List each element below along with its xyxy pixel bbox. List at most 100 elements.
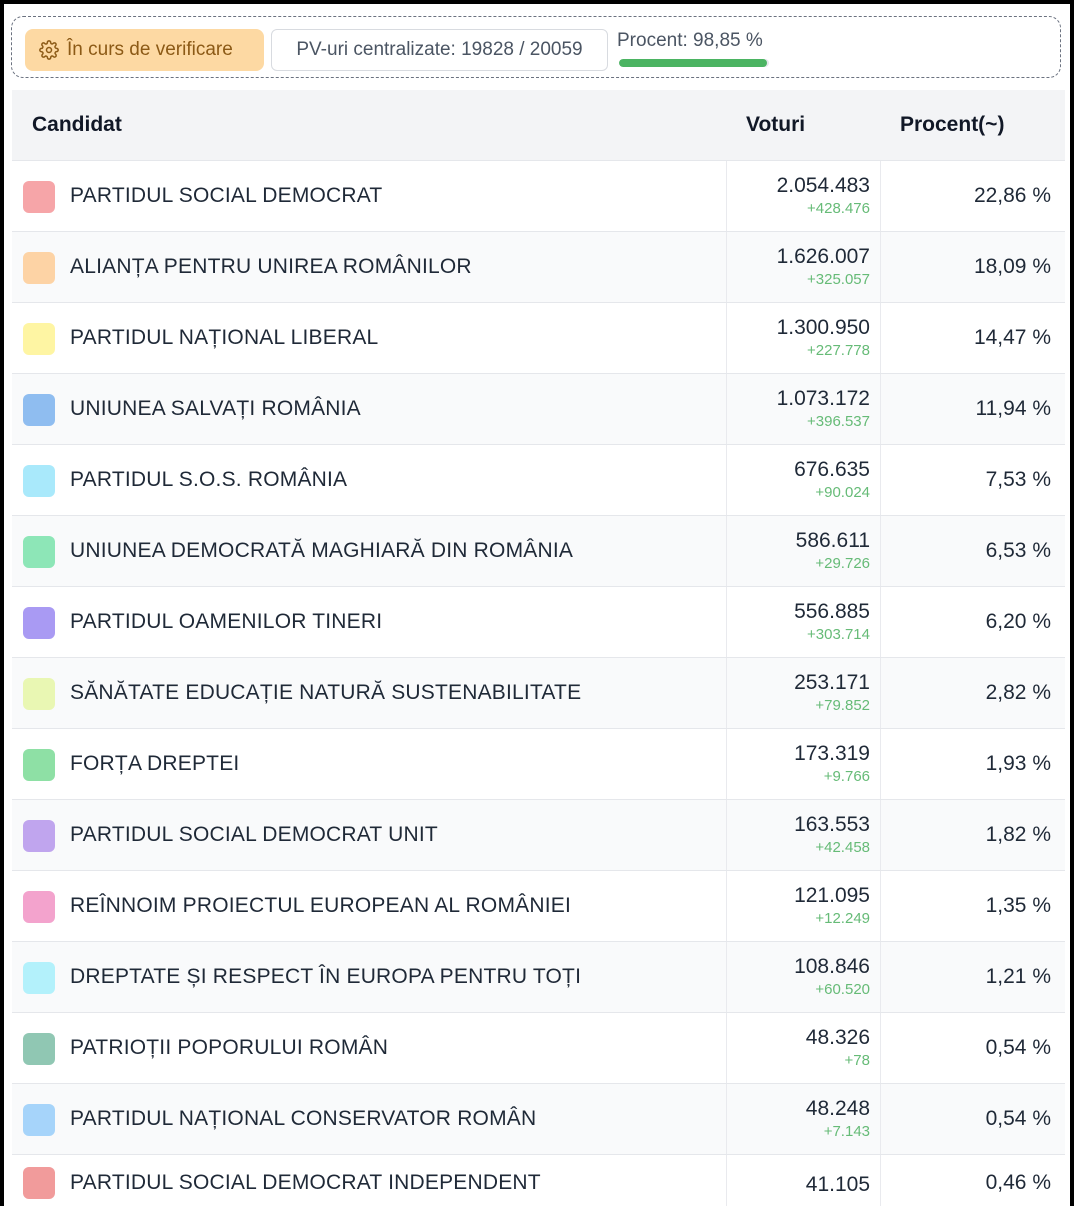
vote-percent: 11,94 % (975, 397, 1052, 420)
progress-track (619, 59, 769, 67)
column-divider (726, 1084, 727, 1154)
vote-delta: +90.024 (815, 484, 870, 501)
header-candidate: Candidat (32, 113, 122, 136)
column-divider (880, 445, 881, 515)
count-status-bar: În curs de verificare PV-uri centralizat… (11, 16, 1061, 78)
vote-percent: 2,82 % (985, 681, 1051, 704)
table-row: PARTIDUL NAȚIONAL LIBERAL 1.300.950 +227.7… (12, 303, 1065, 374)
vote-count: 1.073.172 (776, 387, 870, 410)
vote-percent: 1,93 % (985, 752, 1051, 775)
results-page: În curs de verificare PV-uri centralizat… (4, 4, 1070, 1206)
table-row: PARTIDUL SOCIAL DEMOCRAT UNIT 163.553 +42.… (12, 800, 1065, 871)
table-row: PARTIDUL NAȚIONAL CONSERVATOR ROMÂN 48.24… (12, 1084, 1065, 1155)
vote-delta: +29.726 (815, 555, 870, 572)
vote-percent: 18,09 % (973, 255, 1051, 278)
vote-percent: 14,47 % (973, 326, 1051, 349)
column-divider (880, 1013, 881, 1083)
column-divider (726, 445, 727, 515)
party-name: PARTIDUL OAMENILOR TINERI (70, 610, 383, 633)
party-color-swatch (23, 607, 55, 639)
party-color-swatch (23, 820, 55, 852)
vote-percent: 6,20 % (985, 610, 1051, 633)
vote-percent: 0,54 % (985, 1107, 1051, 1130)
column-divider (726, 871, 727, 941)
vote-delta: +428.476 (807, 200, 870, 217)
verification-status-badge: În curs de verificare (25, 29, 264, 71)
party-name: REÎNNOIM PROIECTUL EUROPEAN AL ROMÂNIEI (70, 894, 571, 917)
column-divider (880, 516, 881, 586)
vote-delta: +60.520 (815, 981, 870, 998)
results-table: Candidat Voturi Procent(~) PARTIDUL SOCI… (12, 90, 1065, 1206)
column-divider (726, 516, 727, 586)
vote-delta: +325.057 (807, 271, 870, 288)
vote-delta: +78 (844, 1052, 870, 1069)
table-body: PARTIDUL SOCIAL DEMOCRAT 2.054.483 +428.47… (12, 161, 1065, 1206)
party-color-swatch (23, 962, 55, 994)
party-color-swatch (23, 323, 55, 355)
vote-count: 173.319 (794, 742, 870, 765)
vote-count: 2.054.483 (776, 174, 870, 197)
party-color-swatch (23, 394, 55, 426)
column-divider (880, 161, 881, 231)
vote-delta: +396.537 (807, 413, 870, 430)
column-divider (880, 729, 881, 799)
header-votes: Voturi (746, 113, 806, 136)
column-divider (726, 729, 727, 799)
column-divider (726, 1155, 727, 1206)
vote-count: 556.885 (794, 600, 870, 623)
party-color-swatch (23, 749, 55, 781)
table-row: UNIUNEA SALVAȚI ROMÂNIA 1.073.172 +396.537… (12, 374, 1065, 445)
table-row: PARTIDUL S.O.S. ROMÂNIA 676.635 +90.024 7,5… (12, 445, 1065, 516)
vote-count: 48.326 (805, 1026, 870, 1049)
column-divider (880, 1155, 881, 1206)
table-header: Candidat Voturi Procent(~) (12, 90, 1065, 161)
table-row: PATRIOȚII POPORULUI ROMÂN 48.326 +78 0,54 % (12, 1013, 1065, 1084)
vote-count: 1.626.007 (776, 245, 870, 268)
table-row: FORȚA DREPTEI 173.319 +9.766 1,93 % (12, 729, 1065, 800)
vote-count: 1.300.950 (776, 316, 870, 339)
column-divider (880, 303, 881, 373)
table-row: PARTIDUL OAMENILOR TINERI 556.885 +303.714… (12, 587, 1065, 658)
column-divider (880, 800, 881, 870)
table-row: PARTIDUL SOCIAL DEMOCRAT 2.054.483 +428.47… (12, 161, 1065, 232)
party-color-swatch (23, 181, 55, 213)
party-color-swatch (23, 252, 55, 284)
column-divider (726, 232, 727, 302)
vote-delta: +42.458 (815, 839, 870, 856)
column-divider (880, 871, 881, 941)
column-divider (880, 942, 881, 1012)
vote-delta: +303.714 (807, 626, 870, 643)
column-divider (726, 161, 727, 231)
party-name: UNIUNEA DEMOCRATĂ MAGHIARĂ DIN ROMÂNIA (70, 539, 574, 562)
procent-label: Procent: 98,85 % (617, 30, 763, 51)
gear-icon (39, 40, 59, 60)
party-color-swatch (23, 1104, 55, 1136)
party-name: UNIUNEA SALVAȚI ROMÂNIA (70, 397, 361, 420)
vote-percent: 6,53 % (985, 539, 1051, 562)
vote-delta: +79.852 (815, 697, 870, 714)
column-divider (726, 374, 727, 444)
column-divider (726, 303, 727, 373)
table-row: UNIUNEA DEMOCRATĂ MAGHIARĂ DIN ROMÂNIA 58… (12, 516, 1065, 587)
column-divider (726, 1013, 727, 1083)
party-color-swatch (23, 1033, 55, 1065)
column-divider (880, 658, 881, 728)
vote-delta: +227.778 (807, 342, 870, 359)
party-color-swatch (23, 678, 55, 710)
table-row: SĂNĂTATE EDUCAȚIE NATURĂ SUSTENABILITATE… (12, 658, 1065, 729)
party-color-swatch (23, 1167, 55, 1199)
party-color-swatch (23, 465, 55, 497)
procent-progress: Procent: 98,85 % (617, 29, 777, 71)
vote-count: 253.171 (794, 671, 870, 694)
vote-percent: 1,21 % (985, 965, 1051, 988)
party-color-swatch (23, 891, 55, 923)
vote-count: 676.635 (794, 458, 870, 481)
vote-count: 121.095 (794, 884, 870, 907)
party-name: PATRIOȚII POPORULUI ROMÂN (70, 1036, 389, 1059)
vote-count: 48.248 (805, 1097, 870, 1120)
party-name: FORȚA DREPTEI (70, 752, 240, 775)
column-divider (880, 374, 881, 444)
party-color-swatch (23, 536, 55, 568)
vote-delta: +9.766 (823, 768, 870, 785)
column-divider (880, 1084, 881, 1154)
